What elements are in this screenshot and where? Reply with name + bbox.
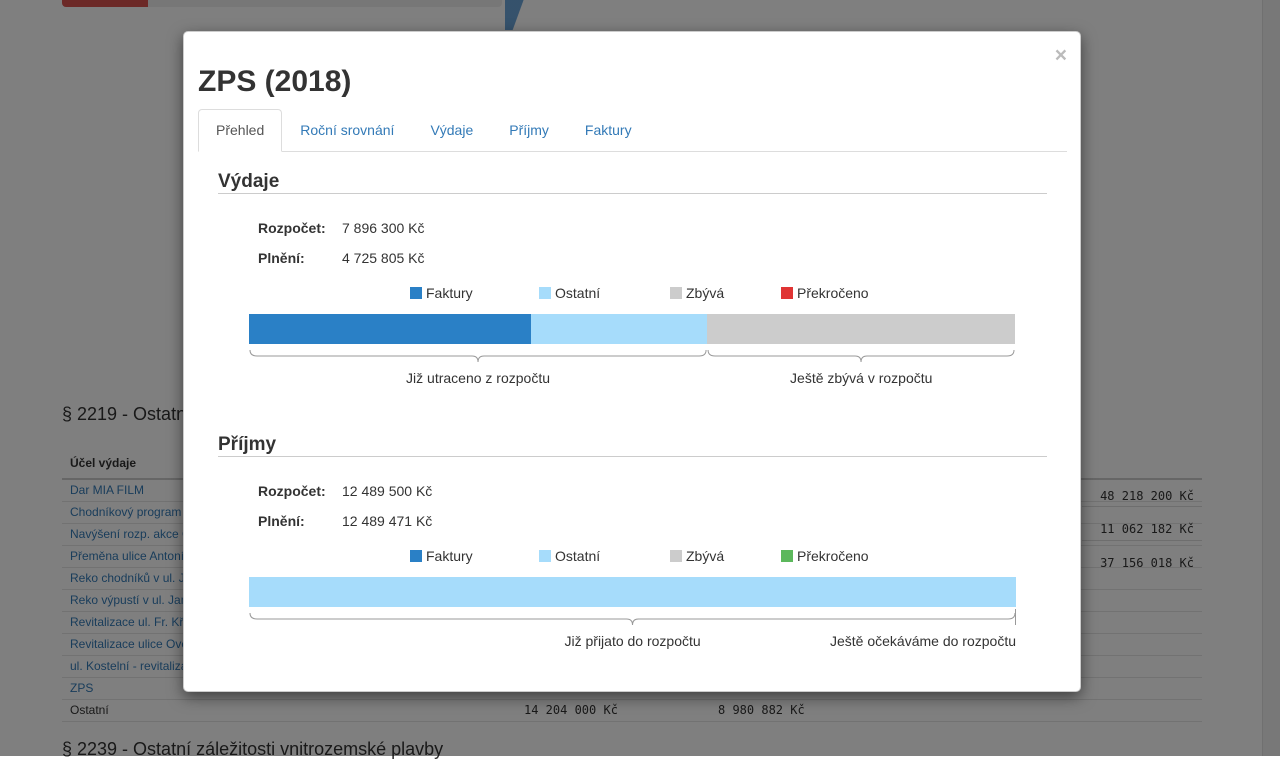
vydaje-heading: Výdaje (218, 171, 280, 192)
prijmy-progress-bar (249, 577, 1016, 607)
legend-label: Faktury (426, 285, 473, 301)
tab-vydaje[interactable]: Výdaje (430, 122, 474, 138)
tab-prijmy[interactable]: Příjmy (509, 122, 549, 138)
legend-swatch (670, 287, 682, 299)
vydaje-progress-bar (249, 314, 1015, 344)
tab-faktury[interactable]: Faktury (584, 122, 632, 138)
vydaje-brace-path (249, 349, 1015, 363)
prijmy-fulfil-label: Plnění: (258, 513, 305, 529)
legend-swatch (781, 550, 793, 562)
legend-label: Překročeno (797, 548, 869, 564)
legend-faktury: Faktury (410, 548, 473, 564)
modal-tabs: Přehled Roční srovnání Výdaje Příjmy Fak… (198, 109, 1067, 152)
bar-segment-zbyva (707, 314, 1015, 344)
prijmy-brace (249, 609, 1016, 626)
legend-label: Zbývá (686, 548, 725, 564)
legend-prekroceno: Překročeno (781, 285, 869, 301)
tab-rocni-srovnani[interactable]: Roční srovnání (300, 122, 395, 138)
prijmy-divider (218, 456, 1047, 457)
legend-swatch (410, 287, 422, 299)
legend-zbyva: Zbývá (670, 548, 724, 564)
vydaje-fulfil-row: Plnění: 4 725 805 Kč (258, 250, 425, 266)
prijmy-heading: Příjmy (218, 434, 277, 455)
vydaje-budget-value: 7 896 300 Kč (342, 220, 425, 236)
vydaje-brace (249, 349, 1015, 363)
prijmy-received-label: Již přijato do rozpočtu (564, 633, 701, 649)
prijmy-expected-label: Ještě očekáváme do rozpočtu (830, 633, 1016, 649)
vydaje-budget-row: Rozpočet: 7 896 300 Kč (258, 220, 425, 236)
bar-segment-ostatni (249, 577, 1016, 607)
prijmy-fulfil-row: Plnění: 12 489 471 Kč (258, 513, 432, 529)
legend-prekroceno: Překročeno (781, 548, 869, 564)
legend-swatch (781, 287, 793, 299)
legend-label: Zbývá (686, 285, 725, 301)
detail-modal: × ZPS (2018) Přehled Roční srovnání Výda… (183, 31, 1081, 692)
prijmy-budget-label: Rozpočet: (258, 483, 326, 499)
legend-label: Faktury (426, 548, 473, 564)
vydaje-budget-label: Rozpočet: (258, 220, 326, 236)
legend-swatch (539, 550, 551, 562)
legend-label: Ostatní (555, 548, 601, 564)
vydaje-fulfil-value: 4 725 805 Kč (342, 250, 425, 266)
legend-ostatni: Ostatní (539, 548, 600, 564)
prijmy-budget-row: Rozpočet: 12 489 500 Kč (258, 483, 432, 499)
legend-zbyva: Zbývá (670, 285, 724, 301)
vydaje-remaining-label: Ještě zbývá v rozpočtu (790, 370, 933, 386)
bar-segment-ostatni (530, 314, 708, 344)
modal-title: ZPS (2018) (198, 65, 352, 98)
legend-swatch (410, 550, 422, 562)
prijmy-brace-path (249, 609, 1016, 626)
vydaje-spent-label: Již utraceno z rozpočtu (406, 370, 550, 386)
legend-label: Ostatní (555, 285, 601, 301)
legend-ostatni: Ostatní (539, 285, 600, 301)
bar-segment-faktury (249, 314, 531, 344)
prijmy-fulfil-value: 12 489 471 Kč (342, 513, 433, 529)
close-icon[interactable]: × (1054, 44, 1067, 67)
tab-prehled[interactable]: Přehled (198, 109, 283, 152)
legend-label: Překročeno (797, 285, 869, 301)
vydaje-divider (218, 193, 1047, 194)
legend-swatch (670, 550, 682, 562)
prijmy-budget-value: 12 489 500 Kč (342, 483, 433, 499)
legend-faktury: Faktury (410, 285, 473, 301)
legend-swatch (539, 287, 551, 299)
vydaje-fulfil-label: Plnění: (258, 250, 305, 266)
